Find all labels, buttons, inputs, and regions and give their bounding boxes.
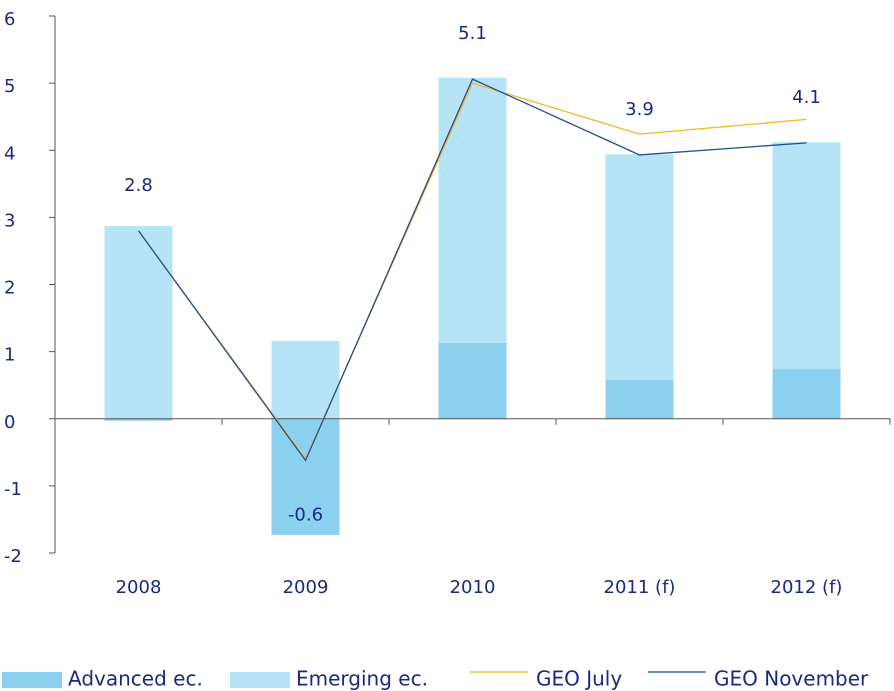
x-tick-label: 2010 xyxy=(450,577,496,598)
bar xyxy=(104,418,173,421)
data-label: 4.1 xyxy=(792,87,821,108)
legend-label: Emerging ec. xyxy=(296,667,428,691)
bar xyxy=(271,418,340,535)
y-tick-label: -2 xyxy=(4,546,22,567)
legend-label: GEO November xyxy=(714,667,869,691)
x-tick-label: 2009 xyxy=(283,577,329,598)
bar xyxy=(605,379,674,419)
bar xyxy=(605,154,674,380)
y-tick-label: -1 xyxy=(4,479,22,500)
legend-label: GEO July xyxy=(536,667,622,691)
x-tick-label: 2008 xyxy=(116,577,162,598)
y-tick-label: 0 xyxy=(4,412,15,433)
x-tick-label: 2012 (f) xyxy=(771,577,843,598)
legend-swatch xyxy=(230,672,290,688)
legend: Advanced ec. Emerging ec. GEO July GEO Nove… xyxy=(2,667,869,691)
legend-label: Advanced ec. xyxy=(68,667,203,691)
legend-swatch xyxy=(2,672,62,688)
data-label: 2.8 xyxy=(124,175,153,196)
y-tick-label: 6 xyxy=(4,9,15,30)
bar xyxy=(772,142,841,370)
y-tick-label: 3 xyxy=(4,210,15,231)
x-tick-label: 2011 (f) xyxy=(604,577,676,598)
bar xyxy=(438,342,507,419)
data-label: 3.9 xyxy=(625,99,654,120)
y-tick-label: 1 xyxy=(4,345,15,366)
bar xyxy=(271,340,340,419)
bar xyxy=(104,226,173,419)
bar xyxy=(772,369,841,419)
y-tick-label: 4 xyxy=(4,143,15,164)
data-label: 5.1 xyxy=(458,23,487,44)
data-label: -0.6 xyxy=(288,504,323,525)
y-tick-label: 5 xyxy=(4,76,15,97)
y-tick-label: 2 xyxy=(4,278,15,299)
line xyxy=(137,78,807,462)
bar xyxy=(438,77,507,343)
